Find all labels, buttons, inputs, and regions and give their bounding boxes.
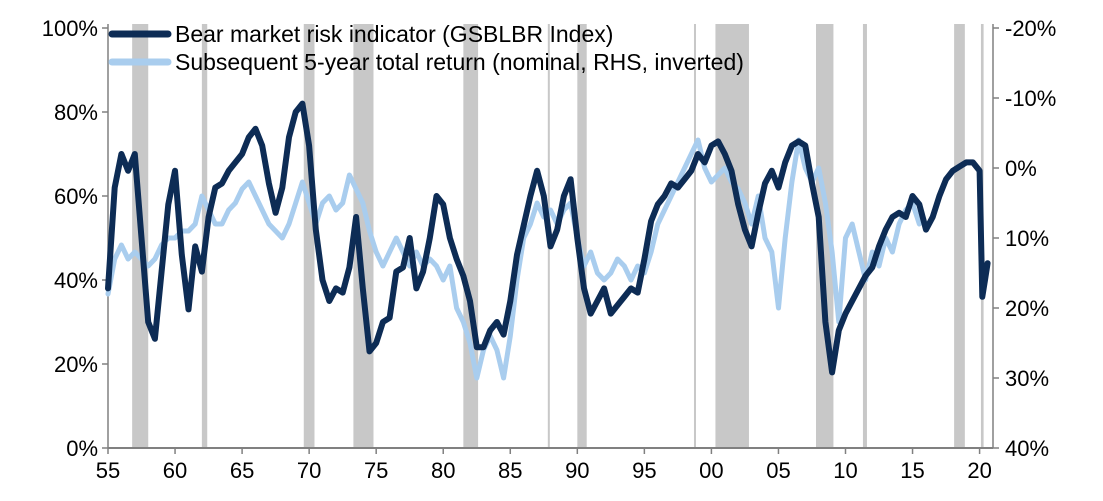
left-tick-label: 40% (54, 268, 98, 293)
x-tick-label: 90 (565, 458, 589, 483)
legend-label: Subsequent 5-year total return (nominal,… (175, 49, 744, 75)
x-tick-label: 80 (431, 458, 455, 483)
x-tick-label: 60 (163, 458, 187, 483)
x-tick-label: 75 (364, 458, 388, 483)
left-tick-label: 20% (54, 352, 98, 377)
legend: Bear market risk indicator (GSBLBR Index… (108, 21, 744, 75)
legend-label: Bear market risk indicator (GSBLBR Index… (175, 21, 613, 47)
left-tick-label: 100% (42, 16, 98, 41)
right-tick-label: 10% (1005, 226, 1049, 251)
right-tick-label: -10% (1005, 86, 1056, 111)
x-tick-label: 10 (833, 458, 857, 483)
x-tick-label: 70 (297, 458, 321, 483)
series-layer (105, 100, 991, 381)
x-tick-label: 00 (699, 458, 723, 483)
right-tick-label: 20% (1005, 296, 1049, 321)
series-line-bear-market-risk (105, 100, 991, 376)
left-tick-label: 80% (54, 100, 98, 125)
right-tick-label: 0% (1005, 156, 1037, 181)
right-tick-label: 40% (1005, 436, 1049, 461)
x-tick-label: 05 (766, 458, 790, 483)
left-tick-label: 60% (54, 184, 98, 209)
shaded-band (862, 24, 867, 448)
x-tick-label: 20 (967, 458, 991, 483)
shaded-band (463, 24, 479, 448)
shaded-band (577, 24, 587, 448)
x-tick-label: 95 (632, 458, 656, 483)
x-tick-label: 15 (900, 458, 924, 483)
left-tick-label: 0% (66, 436, 98, 461)
left-axis: 0% 20% 40% 60% 80% 100% (42, 16, 108, 461)
right-axis: -20% -10% 0% 10% 20% 30% 40% (993, 16, 1056, 461)
shaded-band (303, 24, 315, 448)
series-line-subsequent-return (105, 137, 922, 381)
x-tick-label: 55 (96, 458, 120, 483)
right-tick-label: 30% (1005, 366, 1049, 391)
x-axis: 55 60 65 70 75 80 85 90 95 00 05 10 15 20 (96, 448, 992, 483)
right-tick-label: -20% (1005, 16, 1056, 41)
shaded-band (693, 24, 696, 448)
shaded-band (715, 24, 749, 448)
shaded-band (954, 24, 965, 448)
x-tick-label: 85 (498, 458, 522, 483)
x-tick-label: 65 (230, 458, 254, 483)
